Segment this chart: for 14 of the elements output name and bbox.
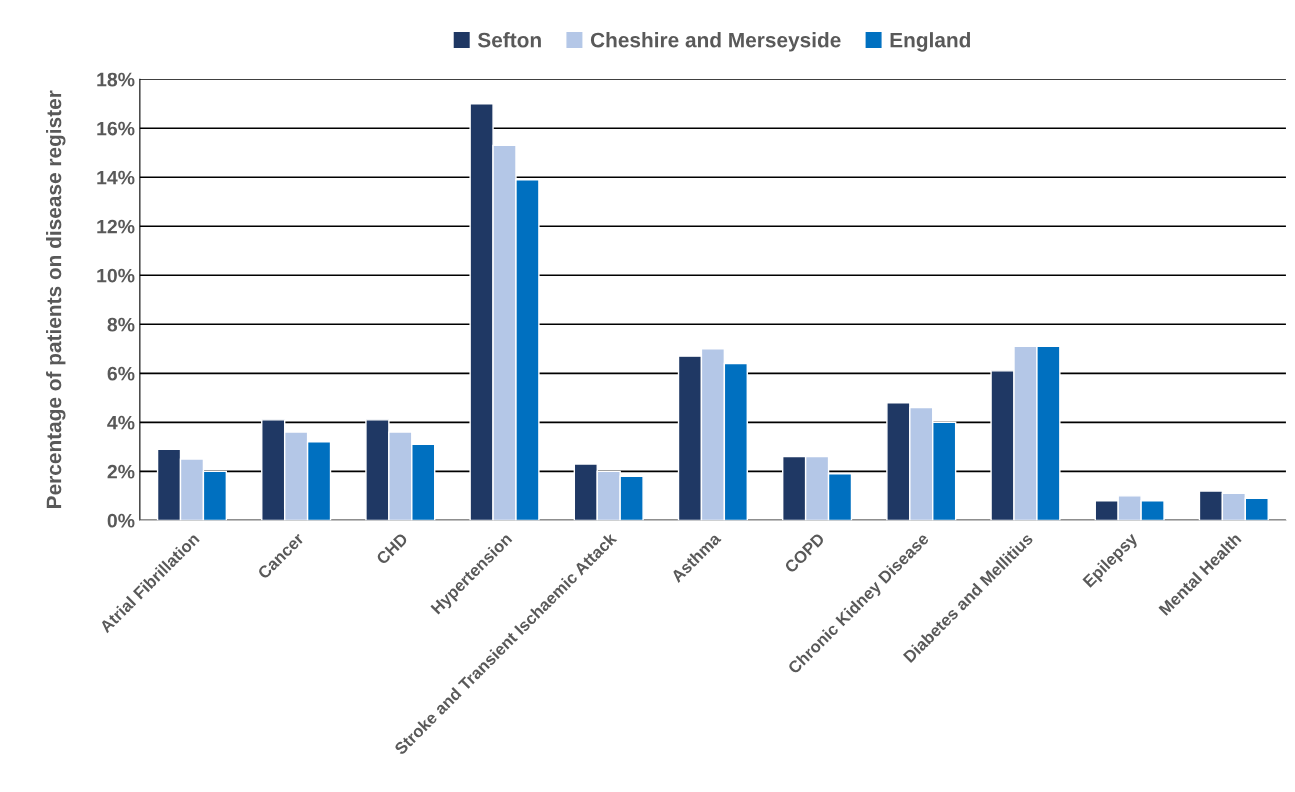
y-tick-label: 12% — [97, 219, 135, 234]
y-tick-label: 18% — [97, 72, 135, 87]
legend-label: Cheshire and Merseyside — [590, 32, 841, 52]
y-tick-label: 10% — [97, 268, 135, 283]
y-axis-title: Percentage of patients on disease register — [46, 90, 66, 508]
y-tick-label: 4% — [107, 415, 135, 430]
legend-label: England — [890, 32, 971, 52]
y-tick-label: 16% — [97, 121, 135, 136]
y-tick-label: 0% — [107, 513, 135, 528]
legend-label: Sefton — [477, 32, 541, 48]
y-tick-label: 2% — [107, 464, 135, 479]
y-tick-label: 8% — [107, 317, 135, 332]
y-tick-label: 6% — [107, 366, 135, 381]
y-tick-label: 14% — [97, 170, 135, 185]
